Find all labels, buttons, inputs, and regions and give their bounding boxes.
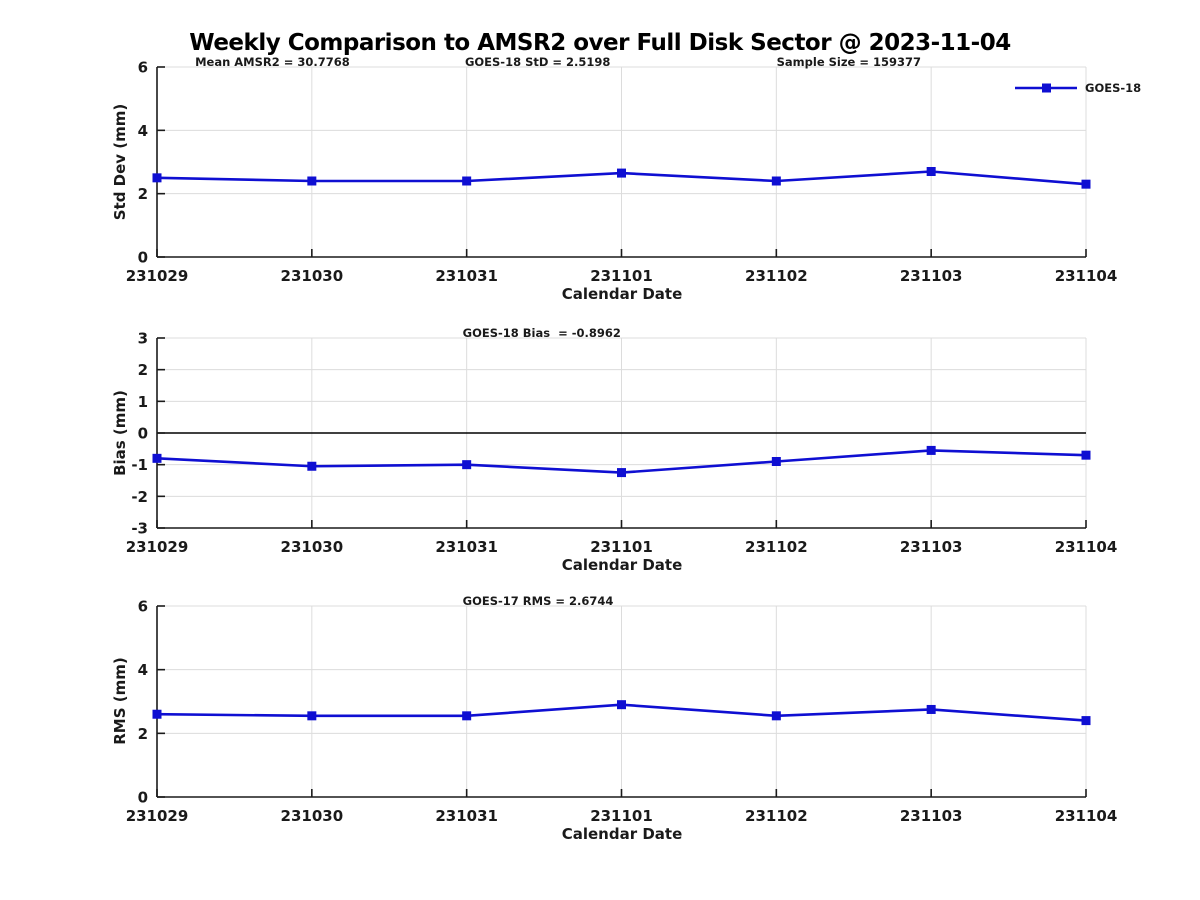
y-tick-label: 0 (138, 249, 148, 267)
x-tick-label: 231029 (126, 267, 189, 285)
annotation: Mean AMSR2 = 30.7768 (195, 55, 350, 69)
x-tick-label: 231030 (281, 267, 344, 285)
x-tick-label: 231102 (745, 807, 808, 825)
y-tick-label: 0 (138, 425, 148, 443)
data-point-marker (926, 445, 936, 455)
data-point-marker (926, 167, 936, 176)
rms-subplot: 0 2 4 6 231029 231030 231031 231101 231102 231103… (126, 598, 1118, 826)
x-tick-label: 231104 (1055, 538, 1118, 556)
data-point-marker (1081, 716, 1091, 726)
x-axis-label-stddev: Calendar Date (561, 285, 683, 303)
y-tick-label: 6 (138, 59, 148, 77)
x-tick-label: 231103 (900, 267, 963, 285)
y-tick-label: 2 (138, 361, 148, 379)
x-tick-label: 231104 (1055, 807, 1118, 825)
x-tick-label: 231104 (1055, 267, 1118, 285)
y-tick-label: 4 (138, 661, 148, 679)
x-tick-label: 231031 (435, 267, 498, 285)
data-point-marker (462, 176, 472, 186)
x-tick-label: 231030 (281, 807, 344, 825)
annotation: Sample Size = 159377 (776, 55, 922, 69)
legend-line-sample-icon (1015, 83, 1077, 93)
data-point-marker (462, 460, 472, 470)
x-tick-label: 231101 (590, 267, 653, 285)
legend: GOES-18 (1015, 81, 1141, 95)
data-point-marker (617, 700, 626, 710)
y-tick-label: 1 (138, 393, 148, 411)
x-tick-label: 231101 (590, 538, 653, 556)
x-tick-label: 231103 (900, 538, 963, 556)
x-tick-label: 231102 (745, 267, 808, 285)
bias-subplot: -3 -2 -1 0 1 2 3 231029 231030 231031 231101 231102… (126, 330, 1118, 557)
y-tick-label: -3 (131, 520, 148, 538)
x-tick-label: 231029 (126, 807, 189, 825)
data-point-marker (771, 457, 781, 466)
annotation: GOES-17 RMS = 2.6744 (462, 594, 614, 608)
data-point-marker (926, 704, 936, 714)
data-point-marker (617, 168, 626, 178)
y-tick-label: 2 (138, 185, 148, 203)
data-point-marker (152, 709, 162, 719)
x-tick-label: 231103 (900, 807, 963, 825)
data-point-marker (462, 711, 472, 721)
data-point-marker (771, 176, 781, 186)
data-point-marker (307, 176, 317, 186)
data-point-marker (1081, 179, 1091, 189)
data-point-marker (771, 711, 781, 721)
y-tick-label: -1 (131, 456, 148, 474)
x-tick-label: 231029 (126, 538, 189, 556)
x-tick-label: 231031 (435, 807, 498, 825)
data-point-marker (307, 711, 317, 721)
y-tick-label: 4 (138, 122, 148, 140)
data-point-marker (307, 461, 317, 471)
data-point-marker (152, 173, 162, 183)
y-tick-label: 3 (138, 330, 148, 348)
y-tick-label: 2 (138, 725, 148, 743)
data-point-marker (152, 453, 162, 463)
stddev-subplot: 0 2 4 6 231029 231030 231031 231101 231102 231103… (126, 59, 1118, 286)
annotation: GOES-18 Bias = -0.8962 (462, 326, 621, 340)
y-tick-label: -2 (131, 488, 148, 506)
x-tick-label: 231102 (745, 538, 808, 556)
x-axis-label-bias: Calendar Date (561, 556, 683, 574)
data-point-marker (1081, 450, 1091, 460)
legend-label: GOES-18 (1085, 81, 1142, 95)
x-axis-label-rms: Calendar Date (561, 825, 683, 843)
x-tick-label: 231031 (435, 538, 498, 556)
data-point-marker (617, 468, 626, 478)
x-tick-label: 231101 (590, 807, 653, 825)
annotation: GOES-18 StD = 2.5198 (464, 55, 611, 69)
figure-title: Weekly Comparison to AMSR2 over Full Dis… (189, 30, 1011, 56)
y-tick-label: 0 (138, 789, 148, 807)
y-tick-label: 6 (138, 598, 148, 616)
x-tick-label: 231030 (281, 538, 344, 556)
